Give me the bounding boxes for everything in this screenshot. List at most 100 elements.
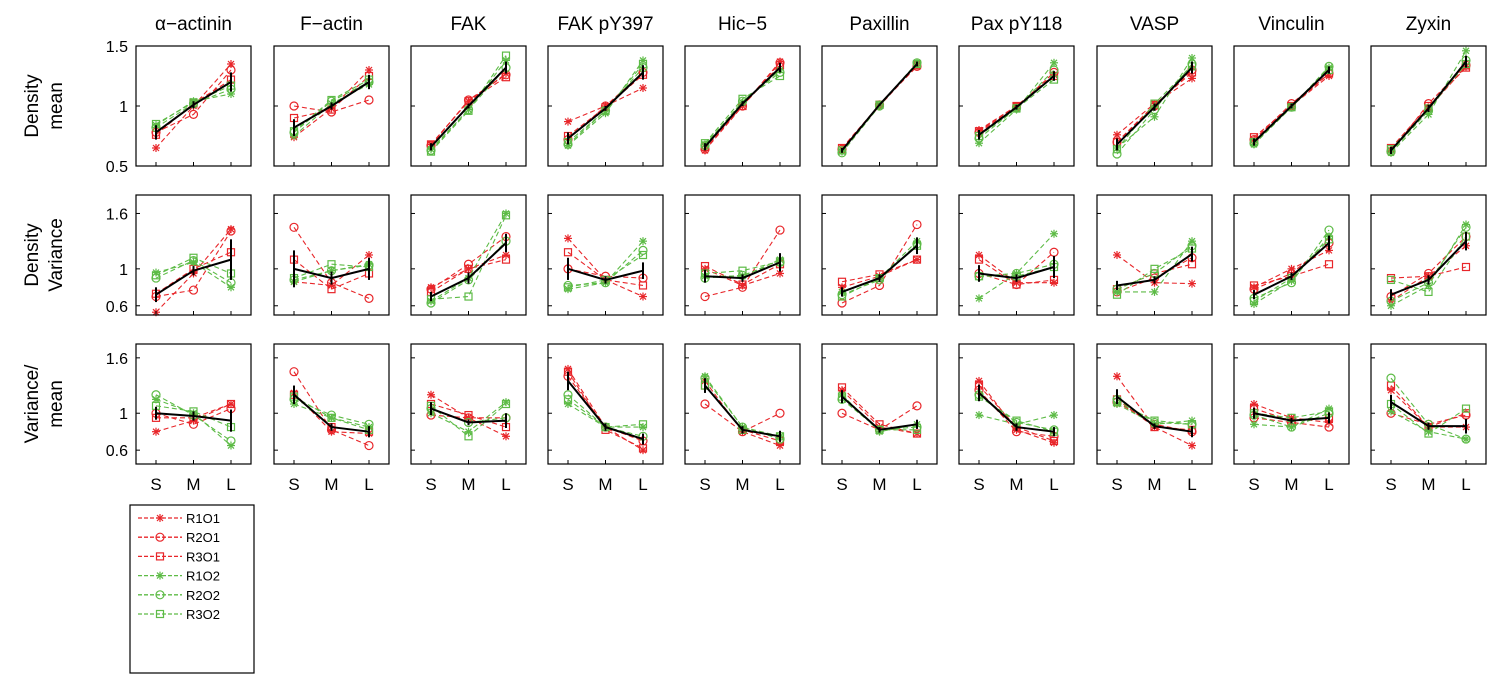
legend-label: R3O1 — [186, 549, 220, 564]
row-label-line: Variance/ — [22, 364, 43, 444]
series-line — [156, 403, 232, 419]
data-point — [151, 390, 161, 400]
x-tick-label: S — [150, 475, 161, 494]
data-point — [564, 117, 572, 126]
data-point — [1150, 264, 1159, 273]
panel-title: FAK pY397 — [557, 14, 653, 35]
series-line — [567, 368, 644, 451]
data-point — [1461, 404, 1471, 413]
data-point — [227, 400, 235, 408]
panel-frame — [1370, 194, 1487, 316]
data-point — [151, 271, 161, 280]
series-line — [1116, 257, 1193, 293]
series-line — [155, 69, 232, 133]
panel — [958, 194, 1075, 316]
data-point — [289, 222, 299, 232]
legend-label: R1O2 — [186, 569, 220, 584]
data-point — [188, 285, 199, 295]
x-tick-label: S — [1111, 475, 1122, 494]
data-point — [501, 399, 511, 409]
series-line — [567, 268, 644, 279]
panel — [1370, 45, 1487, 167]
series-line — [430, 259, 507, 293]
panel: 0.5 1 1.5 — [106, 39, 252, 176]
series-line — [293, 69, 370, 138]
panel-frame — [684, 194, 801, 316]
data-point — [501, 211, 511, 220]
series-line — [430, 215, 507, 300]
panel-title: VASP — [1130, 14, 1179, 35]
data-point — [1424, 287, 1433, 297]
data-point — [327, 285, 336, 294]
series-line — [1116, 398, 1193, 425]
data-point — [1324, 225, 1334, 235]
series-line — [978, 414, 1055, 425]
data-point — [1113, 251, 1121, 259]
x-tick-label: L — [1187, 475, 1196, 494]
x-tick-label: S — [973, 475, 984, 494]
panel — [821, 194, 938, 316]
series-line — [293, 75, 370, 119]
data-point — [913, 255, 921, 264]
series-line — [1390, 224, 1467, 307]
row-label-line: Variance — [46, 218, 67, 292]
data-point — [1387, 407, 1395, 416]
x-tick-label: S — [836, 475, 847, 494]
series-line — [978, 385, 1055, 442]
data-point — [1188, 237, 1196, 246]
series-line — [293, 398, 370, 425]
data-point — [1324, 260, 1334, 269]
series-line — [978, 380, 1055, 444]
x-tick-label: L — [364, 475, 373, 494]
series-line — [704, 260, 781, 275]
panel — [1096, 194, 1213, 316]
data-point — [563, 283, 573, 292]
data-point — [289, 367, 299, 377]
data-point — [1050, 229, 1058, 238]
data-point — [427, 390, 435, 399]
data-point — [189, 253, 198, 262]
y-tick-label: 0.6 — [106, 443, 128, 460]
data-point — [1462, 46, 1470, 55]
series-line — [430, 55, 507, 152]
data-point — [564, 364, 572, 373]
data-point — [188, 109, 199, 120]
x-tick-label: L — [1324, 475, 1333, 494]
series-line — [1253, 408, 1330, 428]
data-point — [1250, 420, 1258, 429]
data-point — [1387, 301, 1395, 310]
series-line — [430, 408, 507, 424]
data-point — [365, 251, 373, 259]
legend-marker — [156, 514, 164, 522]
panel-frame — [821, 343, 938, 465]
series-line — [155, 405, 232, 428]
data-point — [837, 146, 847, 155]
panel — [821, 45, 938, 167]
y-tick-label: 1 — [119, 406, 128, 423]
data-point — [563, 248, 573, 257]
series-line — [1253, 417, 1330, 428]
series-line — [293, 264, 370, 281]
data-point — [975, 294, 983, 303]
x-tick-label: M — [186, 475, 200, 494]
data-point — [912, 59, 922, 69]
data-point — [1287, 264, 1296, 273]
series-line — [430, 403, 507, 428]
x-tick-label: S — [699, 475, 710, 494]
series-line — [155, 257, 232, 276]
data-point — [464, 427, 473, 436]
legend-label: R2O1 — [186, 530, 220, 545]
x-tick-label: M — [324, 475, 338, 494]
legend-marker — [155, 552, 165, 561]
data-point — [1461, 222, 1471, 232]
data-point — [364, 95, 374, 105]
legend-entry: R3O1 — [138, 549, 220, 564]
legend-entry: R1O2 — [138, 569, 220, 584]
series-line — [978, 233, 1055, 299]
data-point — [1325, 404, 1333, 413]
y-tick-label: 1 — [119, 99, 128, 116]
